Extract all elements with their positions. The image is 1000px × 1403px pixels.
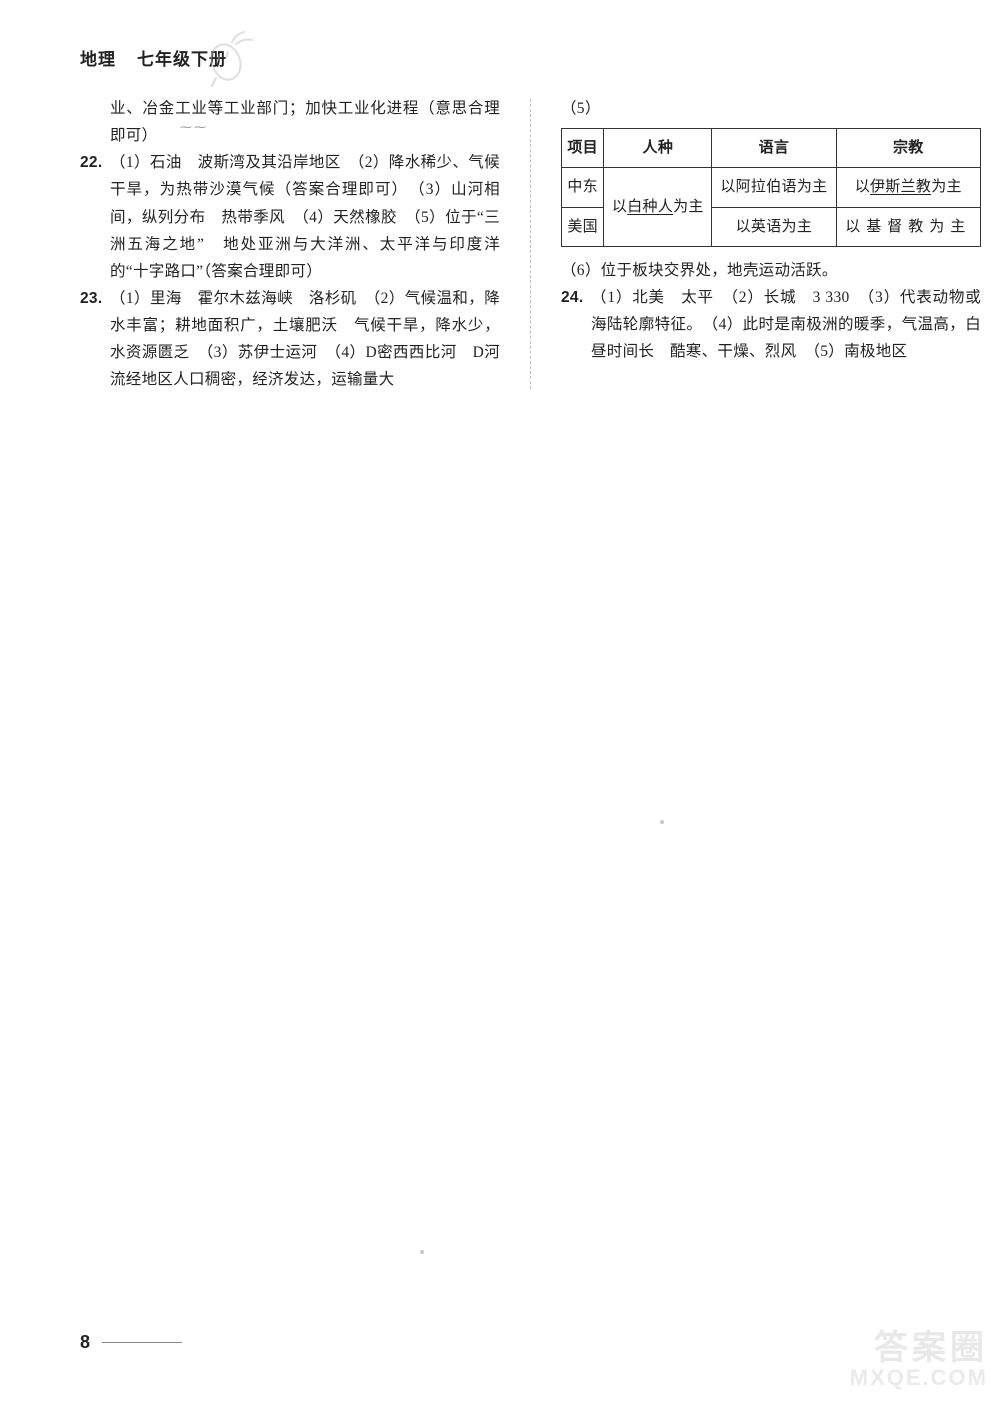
left-column: 业、冶金工业等工业部门；加快工业化进程（意思合理即可） 22. （1）石油 波斯… <box>80 95 500 393</box>
footer-rule <box>102 1342 182 1343</box>
table-header: 人种 <box>604 129 712 168</box>
page: 地理 七年级下册 ⁓⁓ 业、冶金工业等工业部门；加快工业化进程（意思合理即可） … <box>0 0 1000 1403</box>
column-divider <box>530 99 531 389</box>
watermark-url: MXQE.COM <box>850 1365 988 1391</box>
scan-speck <box>420 1250 424 1254</box>
question-number: 22. <box>80 149 110 285</box>
right-column: （5） 项目 人种 语言 宗教 中东 以白种人为主 以阿拉伯语为主 以伊斯兰教为… <box>561 95 981 393</box>
answer-22: 22. （1）石油 波斯湾及其沿岸地区 （2）降水稀少、气候干旱，为热带沙漠气候… <box>80 149 500 285</box>
table-header-row: 项目 人种 语言 宗教 <box>562 129 981 168</box>
table-cell: 以伊斯兰教为主 <box>836 168 981 207</box>
answer-text: （1）石油 波斯湾及其沿岸地区 （2）降水稀少、气候干旱，为热带沙漠气候（答案合… <box>110 149 500 285</box>
radish-icon <box>198 28 258 88</box>
scan-speck <box>660 820 664 824</box>
page-number-footer: 8 <box>80 1332 182 1353</box>
cell-text: 为主 <box>931 179 962 195</box>
table-row: 中东 以白种人为主 以阿拉伯语为主 以伊斯兰教为主 <box>562 168 981 207</box>
cell-text: 为主 <box>673 199 704 215</box>
table-cell-merged: 以白种人为主 <box>604 168 712 247</box>
table-intro: （5） <box>561 95 981 122</box>
table-cell: 以阿拉伯语为主 <box>712 168 836 207</box>
answer-text: （1）北美 太平 （2）长城 3 330 （3）代表动物或海陆轮廓特征。 （4）… <box>591 284 981 365</box>
cell-text: 以基督教为主 <box>845 214 971 240</box>
continuation-text: 业、冶金工业等工业部门；加快工业化进程（意思合理即可） <box>80 95 500 149</box>
subject-label: 地理 <box>80 50 116 69</box>
table-cell: 美国 <box>562 207 604 246</box>
cell-underline: 白种人 <box>627 199 673 215</box>
answer-24: 24. （1）北美 太平 （2）长城 3 330 （3）代表动物或海陆轮廓特征。… <box>561 284 981 365</box>
table-cell: 中东 <box>562 168 604 207</box>
question-number: 24. <box>561 284 591 365</box>
watermark-text: 答案圈 <box>850 1320 988 1369</box>
question-number: 23. <box>80 285 110 394</box>
cell-text: 以 <box>855 179 870 195</box>
watermark: 答案圈 MXQE.COM <box>850 1320 988 1391</box>
two-column-body: 业、冶金工业等工业部门；加快工业化进程（意思合理即可） 22. （1）石油 波斯… <box>80 95 950 393</box>
table-cell: 以基督教为主 <box>836 207 981 246</box>
table-header: 语言 <box>712 129 836 168</box>
page-number: 8 <box>80 1332 90 1353</box>
answer-text: （1）里海 霍尔木兹海峡 洛杉矶 （2）气候温和，降水丰富；耕地面积广，土壤肥沃… <box>110 285 500 394</box>
table-header: 项目 <box>562 129 604 168</box>
cell-text: 以 <box>612 199 627 215</box>
answer-table: 项目 人种 语言 宗教 中东 以白种人为主 以阿拉伯语为主 以伊斯兰教为主 <box>561 128 981 247</box>
answer-23: 23. （1）里海 霍尔木兹海峡 洛杉矶 （2）气候温和，降水丰富；耕地面积广，… <box>80 285 500 394</box>
cell-underline: 伊斯兰教 <box>870 179 931 195</box>
after-table-text: （6）位于板块交界处，地壳运动活跃。 <box>561 257 981 284</box>
table-cell: 以英语为主 <box>712 207 836 246</box>
table-header: 宗教 <box>836 129 981 168</box>
